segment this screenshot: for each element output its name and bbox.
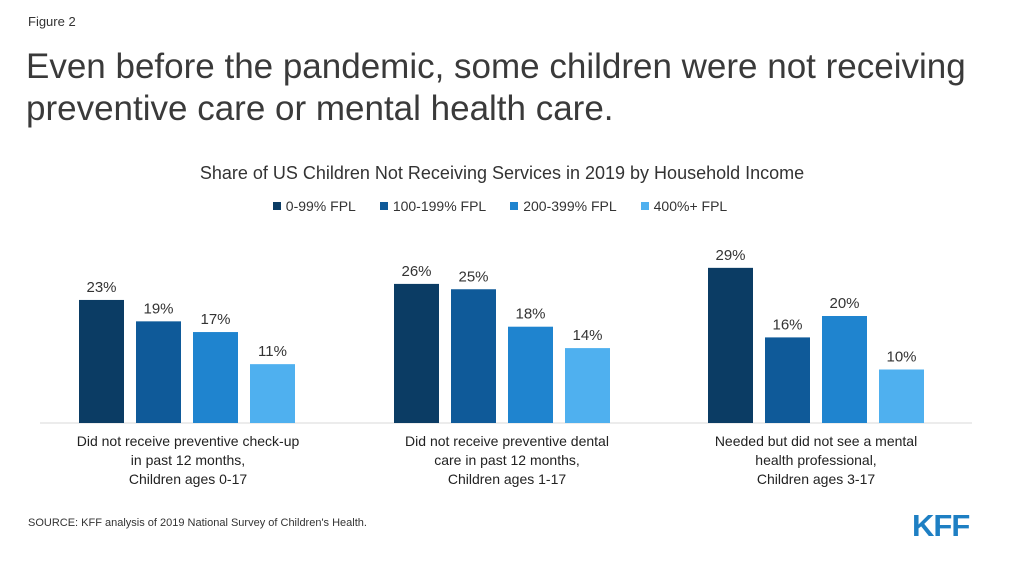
- legend-swatch: [379, 202, 388, 210]
- data-label-0-99-fpl-group-1: 23%: [86, 279, 116, 296]
- chart-legend: 0-99% FPL 100-199% FPL 200-399% FPL 400%…: [0, 198, 1000, 214]
- source-note: SOURCE: KFF analysis of 2019 National Su…: [28, 517, 367, 529]
- bar-400-fpl-group-2: [565, 348, 610, 423]
- bar-200-399-fpl-group-2: [508, 326, 553, 423]
- kff-logo: KFF: [912, 508, 970, 543]
- data-label-0-99-fpl-group-2: 26%: [401, 263, 431, 280]
- category-label-checkup: Did not receive preventive check-up in p…: [76, 433, 300, 487]
- bar-100-199-fpl-group-3: [765, 337, 810, 423]
- legend-swatch: [272, 202, 281, 210]
- data-label-400-fpl-group-3: 10%: [886, 349, 916, 366]
- data-label-200-399-fpl-group-3: 20%: [829, 295, 859, 312]
- legend-item-0-99-fpl: 0-99% FPL: [272, 198, 356, 214]
- bar-400-fpl-group-3: [879, 369, 924, 423]
- page-title: Even before the pandemic, some children …: [26, 47, 966, 128]
- bar-100-199-fpl-group-1: [136, 321, 181, 423]
- legend-item-100-199-fpl: 100-199% FPL: [379, 198, 487, 214]
- legend-label: 0-99% FPL: [285, 198, 356, 214]
- bar-0-99-fpl-group-3: [708, 267, 753, 423]
- figure-label: Figure 2: [28, 14, 76, 29]
- legend-swatch: [640, 202, 649, 210]
- chart-title: Share of US Children Not Receiving Servi…: [199, 163, 805, 183]
- category-label-dental: Did not receive preventive dental care i…: [405, 433, 609, 487]
- legend-label: 100-199% FPL: [392, 198, 487, 214]
- legend-swatch: [510, 202, 519, 210]
- legend-label: 200-399% FPL: [523, 198, 617, 214]
- bar-0-99-fpl-group-2: [394, 283, 439, 423]
- data-label-400-fpl-group-2: 14%: [572, 327, 602, 344]
- category-label-mental-health: Needed but did not see a mental health p…: [714, 433, 918, 487]
- legend-label: 400%+ FPL: [653, 198, 728, 214]
- data-label-200-399-fpl-group-2: 18%: [515, 306, 545, 323]
- legend-item-400-plus-fpl: 400%+ FPL: [640, 198, 728, 214]
- data-label-0-99-fpl-group-3: 29%: [715, 247, 745, 264]
- bar-200-399-fpl-group-1: [193, 332, 238, 423]
- data-label-100-199-fpl-group-3: 16%: [772, 316, 802, 333]
- bar-0-99-fpl-group-1: [79, 299, 124, 423]
- bar-200-399-fpl-group-3: [822, 316, 867, 423]
- bar-100-199-fpl-group-2: [451, 289, 496, 423]
- bar-400-fpl-group-1: [250, 364, 295, 423]
- legend-item-200-399-fpl: 200-399% FPL: [510, 198, 617, 214]
- data-label-100-199-fpl-group-2: 25%: [458, 268, 488, 285]
- data-label-200-399-fpl-group-1: 17%: [200, 311, 230, 328]
- data-label-100-199-fpl-group-1: 19%: [143, 300, 173, 317]
- data-label-400-fpl-group-1: 11%: [258, 343, 287, 360]
